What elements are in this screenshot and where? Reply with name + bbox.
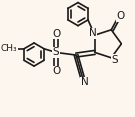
Text: O: O bbox=[116, 11, 124, 21]
Text: N: N bbox=[89, 28, 97, 38]
Text: O: O bbox=[52, 66, 60, 76]
Text: O: O bbox=[52, 29, 60, 38]
Text: S: S bbox=[111, 55, 118, 65]
Text: N: N bbox=[81, 77, 88, 87]
Text: CH₃: CH₃ bbox=[1, 44, 18, 53]
Text: S: S bbox=[53, 47, 59, 57]
